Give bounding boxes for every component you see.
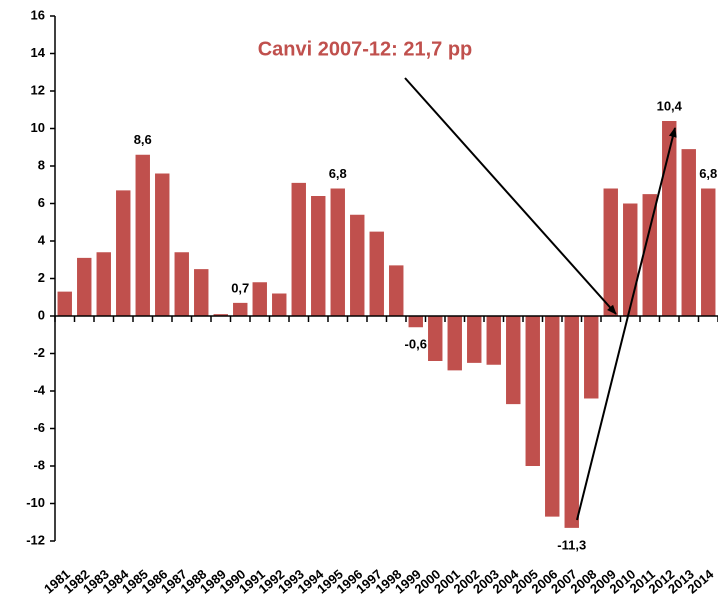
bar [408,316,423,328]
bar [135,154,150,316]
bar [584,316,599,399]
bar [311,196,326,316]
bar [662,121,677,316]
y-tick-label: 10 [31,120,45,135]
data-label: 6,8 [699,166,717,181]
y-tick-label: -12 [26,532,45,547]
bar [174,252,189,316]
bar [252,282,267,316]
y-tick-label: -10 [26,495,45,510]
y-tick-label: 0 [38,307,45,322]
bar [155,173,170,316]
bar [77,257,92,316]
y-tick-label: -6 [33,420,45,435]
arrow [404,77,617,315]
bar [116,190,131,316]
y-tick-label: -2 [33,345,45,360]
y-tick-label: 2 [38,270,45,285]
bar [213,314,228,316]
bar [389,265,404,316]
y-tick-label: -8 [33,457,45,472]
bar [428,316,443,361]
data-label: 8,6 [134,132,152,147]
annotation: Canvi 2007-12: 21,7 pp [258,38,473,60]
bar [369,231,384,316]
bar [291,182,306,316]
data-label: 6,8 [329,166,347,181]
y-tick-label: 8 [38,157,45,172]
arrow [576,127,677,521]
y-tick-label: -4 [33,382,45,397]
bar [525,316,540,466]
y-tick-label: 14 [31,45,46,60]
bar [623,203,638,316]
bar [447,316,462,371]
bar [350,214,365,316]
bar [564,316,579,528]
bar [272,293,287,316]
data-label: -11,3 [557,537,586,552]
bar [681,149,696,316]
bar [57,291,72,316]
bar [194,269,209,316]
data-label: -0,6 [405,337,427,352]
bar [701,188,716,316]
bar [467,316,482,363]
y-tick-label: 6 [38,195,45,210]
data-label: 0,7 [231,280,249,295]
bar [330,188,345,316]
bar [642,194,657,316]
bar [486,316,501,365]
bar [545,316,560,517]
data-label: 10,4 [657,98,683,113]
y-tick-label: 4 [38,232,46,247]
bar [96,252,111,316]
y-tick-label: 16 [31,7,45,22]
bar [233,302,248,316]
bar [603,188,618,316]
bar [506,316,521,405]
y-tick-label: 12 [31,82,45,97]
